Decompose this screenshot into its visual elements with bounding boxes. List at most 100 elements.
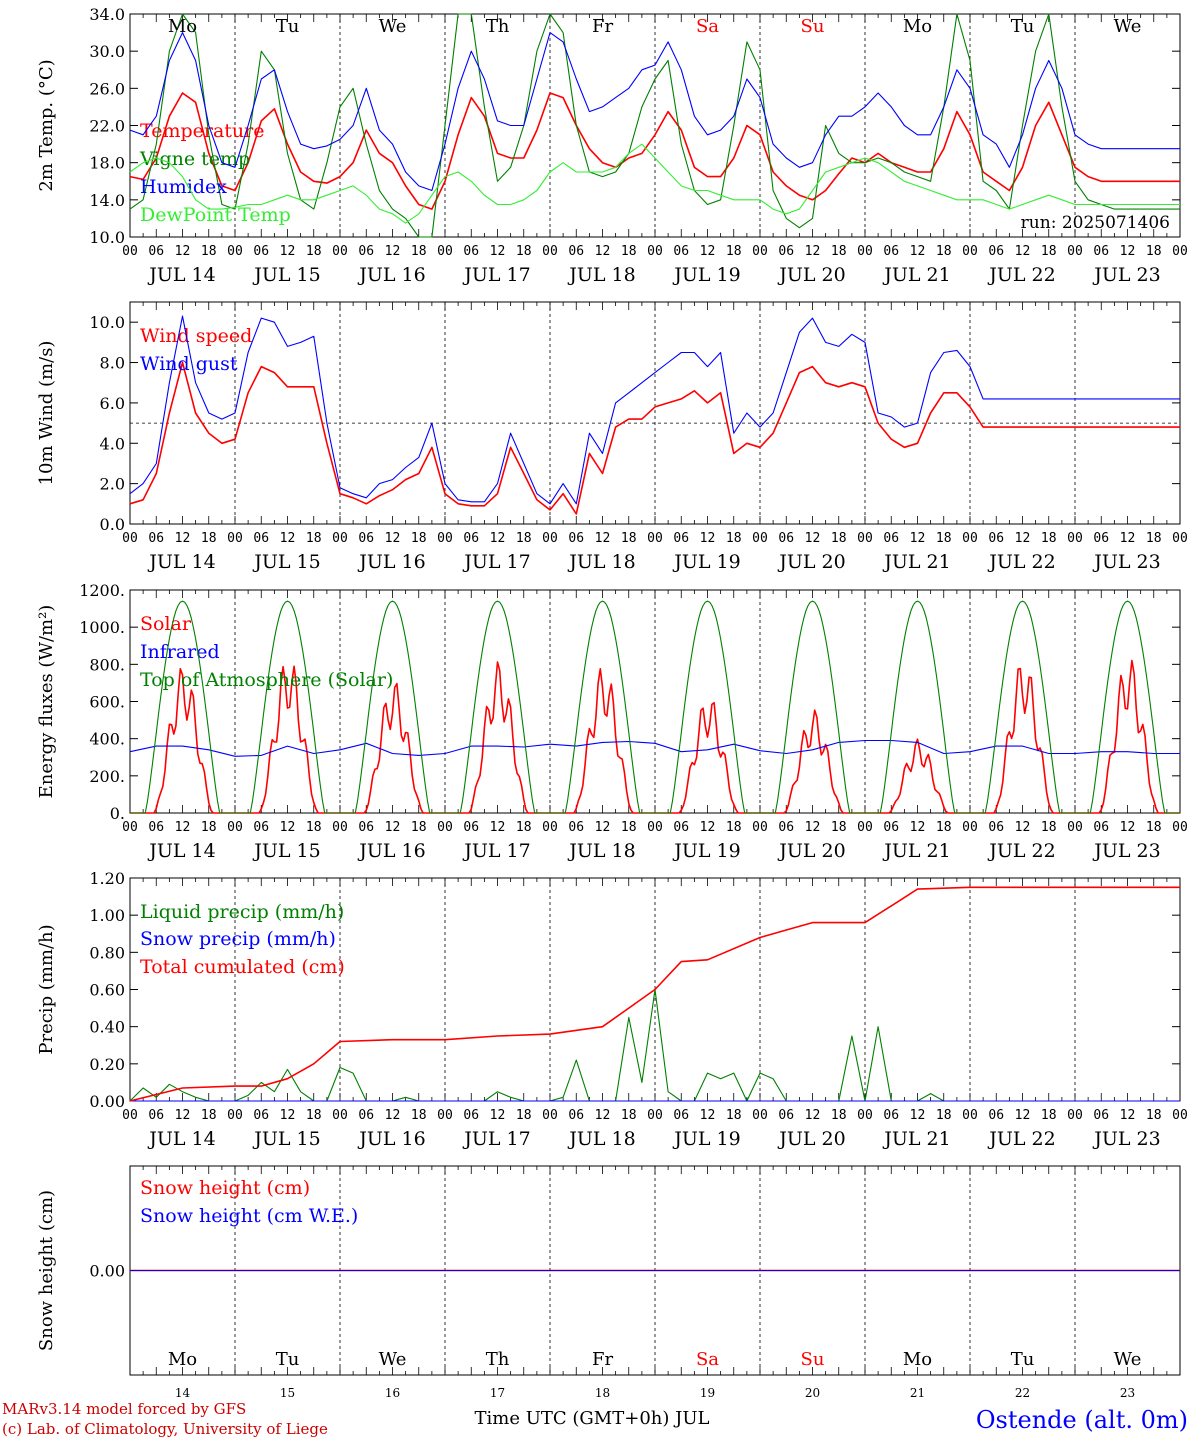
hour-tick-label: 06	[463, 244, 479, 259]
hour-tick-label: 00	[1172, 531, 1188, 546]
day-number-label: 18	[595, 1386, 610, 1400]
hour-tick-label: 12	[595, 531, 611, 546]
hour-tick-label: 06	[253, 531, 269, 546]
hour-tick-label: 18	[411, 1108, 427, 1123]
weekday-label: Tu	[276, 1349, 300, 1370]
hour-tick-label: 00	[647, 531, 663, 546]
hour-tick-label: 00	[437, 531, 453, 546]
legend-entry: DewPoint Temp	[140, 204, 291, 226]
hour-tick-label: 06	[253, 820, 269, 835]
temp-y-axis-title: 2m Temp. (°C)	[36, 59, 57, 191]
hour-tick-label: 00	[857, 531, 873, 546]
credit-line-1: MARv3.14 model forced by GFS	[2, 1400, 246, 1418]
hour-tick-label: 18	[621, 531, 637, 546]
hour-tick-label: 18	[936, 244, 952, 259]
energy-panel: 0. 200. 400. 600. 800. 1000. 1200. Energy fluxe…	[36, 581, 1188, 862]
y-tick-label: 6.0	[100, 394, 125, 413]
hour-tick-label: 18	[726, 1108, 742, 1123]
hour-tick-label: 00	[122, 244, 138, 259]
hour-tick-label: 00	[647, 820, 663, 835]
hour-tick-label: 06	[883, 531, 899, 546]
hour-tick-label: 00	[542, 820, 558, 835]
y-tick-label: 18.0	[89, 154, 125, 173]
hour-tick-label: 00	[227, 1108, 243, 1123]
hour-tick-label: 06	[148, 531, 164, 546]
date-label: JUL 15	[252, 1128, 320, 1150]
weekday-label: We	[1114, 1349, 1142, 1370]
hour-tick-label: 18	[726, 244, 742, 259]
hour-tick-label: 06	[358, 1108, 374, 1123]
date-label: JUL 16	[357, 551, 425, 573]
date-label: JUL 16	[357, 840, 425, 862]
hour-tick-label: 00	[857, 244, 873, 259]
legend-entry: Top of Atmosphere (Solar)	[140, 669, 393, 691]
wind-panel: 0.0 2.0 4.0 6.0 8.0 10.0 10m Wind (m/s) 00 06 12 1…	[36, 301, 1188, 573]
y-tick-label: 0.60	[89, 981, 125, 1000]
hour-tick-label: 00	[1067, 531, 1083, 546]
run-label: run: 2025071406	[1021, 213, 1170, 233]
day-number-label: 15	[280, 1386, 295, 1400]
hour-tick-label: 00	[332, 244, 348, 259]
hour-tick-label: 06	[148, 820, 164, 835]
hour-tick-label: 00	[962, 820, 978, 835]
hour-tick-label: 18	[1146, 531, 1162, 546]
weekday-label: Fr	[592, 1349, 613, 1370]
hour-tick-label: 18	[1146, 244, 1162, 259]
temp-series-0	[129, 92, 1180, 210]
hour-tick-label: 18	[306, 244, 322, 259]
hour-tick-label: 06	[988, 244, 1004, 259]
hour-tick-label: 18	[1041, 1108, 1057, 1123]
hour-tick-label: 12	[805, 1108, 821, 1123]
hour-tick-label: 12	[1120, 244, 1136, 259]
hour-tick-label: 12	[385, 820, 401, 835]
energy-y-axis-title: Energy fluxes (W/m²)	[36, 605, 57, 799]
hour-tick-label: 00	[542, 531, 558, 546]
date-label: JUL 20	[777, 1128, 845, 1150]
hour-tick-label: 12	[280, 820, 296, 835]
hour-tick-label: 18	[726, 531, 742, 546]
legend-entry: Solar	[140, 613, 192, 635]
hour-tick-label: 06	[988, 531, 1004, 546]
weekday-label: Sa	[696, 1349, 719, 1370]
wind-y-axis-title: 10m Wind (m/s)	[36, 341, 57, 486]
hour-tick-label: 06	[673, 244, 689, 259]
hour-tick-label: 18	[831, 1108, 847, 1123]
weekday-label: Mo	[168, 1349, 197, 1370]
hour-tick-label: 18	[621, 820, 637, 835]
date-label: JUL 17	[462, 551, 530, 573]
day-number-label: 17	[490, 1386, 505, 1400]
hour-tick-label: 18	[201, 1108, 217, 1123]
hour-tick-label: 00	[122, 1108, 138, 1123]
date-label: JUL 14	[147, 840, 215, 862]
hour-tick-label: 12	[700, 820, 716, 835]
station-name: Ostende (alt. 0m)	[976, 1406, 1188, 1434]
energy-series-2	[130, 600, 1180, 814]
hour-tick-label: 18	[516, 1108, 532, 1123]
hour-tick-label: 12	[595, 244, 611, 259]
hour-tick-label: 12	[1015, 244, 1031, 259]
y-tick-label: 0.00	[89, 1092, 125, 1111]
hour-tick-label: 12	[490, 244, 506, 259]
date-label: JUL 19	[672, 264, 740, 286]
hour-tick-label: 06	[148, 244, 164, 259]
hour-tick-label: 12	[175, 1108, 191, 1123]
hour-tick-label: 00	[1067, 244, 1083, 259]
hour-tick-label: 18	[306, 820, 322, 835]
date-label: JUL 17	[462, 840, 530, 862]
legend-entry: Temperature	[140, 120, 264, 142]
hour-tick-label: 18	[411, 820, 427, 835]
hour-tick-label: 18	[831, 531, 847, 546]
legend-entry: Wind speed	[140, 325, 252, 347]
hour-tick-label: 12	[700, 531, 716, 546]
day-number-label: 14	[175, 1386, 191, 1400]
hour-tick-label: 06	[883, 820, 899, 835]
hour-tick-label: 06	[988, 820, 1004, 835]
hour-tick-label: 18	[516, 531, 532, 546]
date-label: JUL 18	[567, 264, 635, 286]
y-tick-label: 10.0	[89, 228, 125, 247]
hour-tick-label: 00	[227, 531, 243, 546]
hour-tick-label: 06	[673, 531, 689, 546]
day-number-label: 23	[1120, 1386, 1135, 1400]
y-tick-label: 200.	[89, 767, 125, 786]
y-tick-label: 1000.	[79, 618, 125, 637]
